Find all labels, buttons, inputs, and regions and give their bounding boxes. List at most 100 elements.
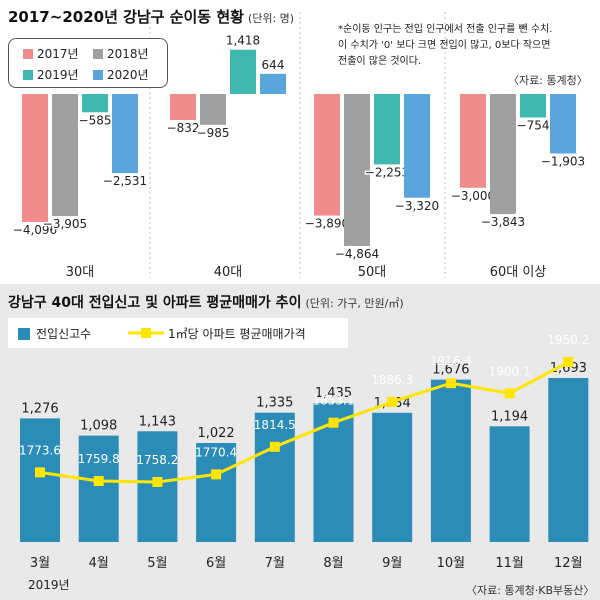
month-label: 7월	[265, 556, 285, 571]
bar-2018년-60대 이상	[490, 94, 516, 215]
bar-registrations-3월	[20, 418, 60, 542]
category-label: 50대	[358, 265, 387, 280]
legend-swatch-2019	[23, 69, 33, 80]
data-label: −3,320	[395, 199, 439, 213]
data-label: −2,531	[103, 174, 147, 188]
top-chart-title: 2017~2020년 강남구 순이동 현황 (단위: 명)	[8, 6, 294, 27]
bar-2019년-40대	[230, 49, 256, 94]
month-label: 12월	[554, 556, 583, 571]
month-label: 11월	[495, 556, 524, 571]
bar-registrations-12월	[548, 378, 589, 542]
bar-2017년-30대	[22, 94, 48, 222]
price-marker	[269, 441, 280, 452]
category-label: 40대	[214, 265, 243, 280]
price-label: 1916.4	[430, 354, 472, 368]
bar-2018년-30대	[52, 94, 78, 217]
bar-2020년-50대	[404, 94, 430, 198]
price-marker	[93, 476, 104, 486]
price-label: 1886.3	[371, 373, 413, 387]
data-label: 644	[262, 58, 285, 72]
bar-registrations-7월	[254, 412, 295, 542]
footnote-line-1: *순이동 인구는 전입 인구에서 전출 인구를 뺀 수치.	[338, 24, 553, 35]
registration-label: 1,098	[80, 419, 117, 434]
footnote: *순이동 인구는 전입 인구에서 전출 인구를 뺀 수치. 이 수치가 '0' …	[338, 22, 600, 70]
price-label: 1758.2	[136, 453, 178, 467]
legend-line-price	[128, 328, 164, 338]
bar-2019년-30대	[82, 94, 108, 113]
data-label: −832	[167, 121, 200, 135]
price-line	[39, 360, 570, 484]
legend-swatch-2018	[93, 48, 103, 59]
top-legend: 2017년 2018년 2019년 2020년	[8, 38, 168, 88]
price-marker	[387, 396, 398, 407]
price-label: 1759.8	[78, 452, 120, 466]
price-label: 1773.6	[19, 443, 61, 457]
bar-2020년-30대	[112, 94, 138, 174]
bar-registrations-6월	[196, 442, 237, 542]
price-marker	[35, 467, 45, 478]
registration-label: 1,335	[256, 396, 293, 411]
bar-2017년-60대 이상	[460, 94, 486, 188]
month-label: 6월	[206, 556, 226, 571]
bar-2018년-50대	[344, 94, 370, 246]
price-marker	[445, 378, 456, 389]
month-label: 5월	[147, 556, 167, 571]
bottom-unit: (단위: 가구, 만원/㎡)	[305, 297, 404, 310]
registration-label: 1,276	[21, 401, 58, 416]
bar-2019년-60대 이상	[520, 94, 546, 118]
data-label: −585	[79, 113, 112, 127]
price-marker	[563, 357, 574, 367]
category-label: 30대	[66, 265, 95, 280]
registration-label: 1,435	[315, 386, 352, 401]
price-marker	[152, 477, 163, 487]
month-label: 10월	[437, 556, 466, 571]
bar-2020년-60대 이상	[550, 94, 576, 154]
data-label: −754	[517, 119, 550, 133]
legend-swatch-2020	[93, 69, 103, 80]
bar-registrations-9월	[372, 412, 413, 542]
bottom-source: 〈자료: 통계청·KB부동산〉	[466, 584, 595, 597]
category-label: 60대 이상	[490, 265, 547, 280]
legend-item-2018: 2018년	[93, 45, 149, 62]
legend-label-2020: 2020년	[107, 68, 149, 82]
month-label: 9월	[382, 556, 402, 571]
legend-label-2019: 2019년	[37, 68, 79, 82]
data-label: −3,000	[451, 189, 495, 203]
month-label: 3월	[30, 556, 50, 571]
bar-registrations-10월	[430, 379, 471, 542]
top-source: 〈자료: 통계청〉	[508, 74, 588, 87]
price-marker	[504, 388, 515, 399]
footnote-line-2: 이 수치가 '0' 보다 크면 전입이 많고, 0보다 작으면	[338, 40, 551, 51]
footnote-line-3: 전출이 많은 것이다.	[338, 56, 422, 67]
data-label: −3,905	[43, 217, 87, 231]
price-label: 1770.4	[195, 445, 237, 459]
data-label: −1,903	[541, 154, 585, 168]
legend-item-2019: 2019년	[23, 66, 79, 83]
data-label: −3,890	[305, 217, 349, 231]
data-label: −4,096	[13, 223, 57, 237]
price-label: 1814.5	[254, 418, 296, 432]
year-label: 2019년	[28, 578, 70, 592]
bar-registrations-4월	[78, 435, 119, 542]
bar-2018년-40대	[200, 94, 226, 125]
legend-item-2017: 2017년	[23, 45, 79, 62]
data-label: −3,843	[481, 215, 525, 229]
price-marker	[211, 469, 222, 480]
price-marker	[328, 417, 339, 428]
legend-label-price: 1㎡당 아파트 평균매매가격	[168, 327, 306, 341]
legend-swatch-registrations	[18, 328, 30, 340]
data-label: 1,418	[226, 34, 260, 48]
legend-item-2020: 2020년	[93, 66, 149, 83]
month-label: 4월	[89, 556, 109, 571]
bar-2017년-50대	[314, 94, 340, 216]
legend-label-registrations: 전입신고수	[36, 327, 92, 341]
registration-label: 1,693	[550, 361, 587, 376]
legend-label-2017: 2017년	[37, 47, 79, 61]
bottom-legend: 전입신고수 1㎡당 아파트 평균매매가격	[8, 318, 348, 348]
bar-2017년-40대	[170, 94, 196, 120]
price-label: 1950.2	[547, 333, 589, 347]
data-label: −4,864	[335, 247, 379, 261]
bar-registrations-11월	[489, 426, 530, 542]
